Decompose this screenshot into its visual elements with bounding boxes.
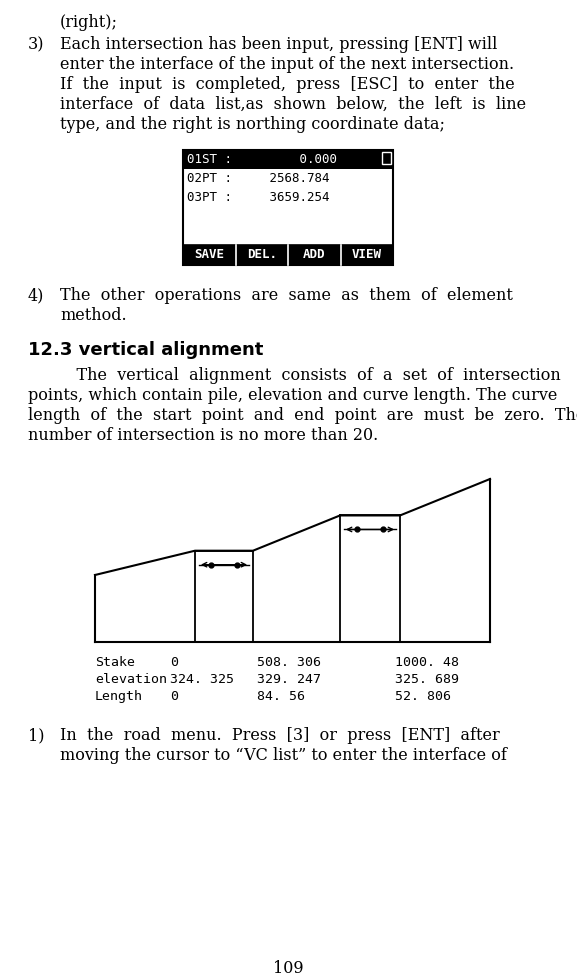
- Text: Stake: Stake: [95, 656, 135, 669]
- Text: Length: Length: [95, 690, 143, 703]
- Text: 3): 3): [28, 36, 44, 53]
- Text: 324. 325: 324. 325: [170, 673, 234, 686]
- Text: 508. 306: 508. 306: [257, 656, 321, 669]
- Text: 01ST :         0.000: 01ST : 0.000: [187, 153, 337, 166]
- Text: The  other  operations  are  same  as  them  of  element: The other operations are same as them of…: [60, 287, 513, 304]
- Text: points, which contain pile, elevation and curve length. The curve: points, which contain pile, elevation an…: [28, 387, 557, 404]
- Text: DEL.: DEL.: [247, 248, 277, 262]
- Text: 1): 1): [28, 727, 44, 744]
- Text: ADD: ADD: [303, 248, 325, 262]
- Text: elevation: elevation: [95, 673, 167, 686]
- Text: VIEW: VIEW: [352, 248, 382, 262]
- Text: 0: 0: [170, 690, 178, 703]
- Text: 109: 109: [273, 960, 304, 977]
- Text: number of intersection is no more than 20.: number of intersection is no more than 2…: [28, 427, 379, 444]
- Text: If  the  input  is  completed,  press  [ESC]  to  enter  the: If the input is completed, press [ESC] t…: [60, 76, 515, 93]
- Text: (right);: (right);: [60, 14, 118, 31]
- Bar: [183, 150, 393, 265]
- Text: 02PT :     2568.784: 02PT : 2568.784: [187, 172, 329, 185]
- Text: 0: 0: [170, 656, 178, 669]
- Text: In  the  road  menu.  Press  [3]  or  press  [ENT]  after: In the road menu. Press [3] or press [EN…: [60, 727, 500, 744]
- Text: 84. 56: 84. 56: [257, 690, 305, 703]
- Text: length  of  the  start  point  and  end  point  are  must  be  zero.  The: length of the start point and end point …: [28, 407, 577, 424]
- Text: 1000. 48: 1000. 48: [395, 656, 459, 669]
- Text: interface  of  data  list,as  shown  below,  the  left  is  line: interface of data list,as shown below, t…: [60, 96, 526, 113]
- Text: The  vertical  alignment  consists  of  a  set  of  intersection: The vertical alignment consists of a set…: [56, 367, 561, 384]
- Text: 03PT :     3659.254: 03PT : 3659.254: [187, 191, 329, 204]
- Text: enter the interface of the input of the next intersection.: enter the interface of the input of the …: [60, 56, 514, 73]
- Text: method.: method.: [60, 307, 126, 324]
- Text: 4): 4): [28, 287, 44, 304]
- Bar: [235, 245, 288, 265]
- Bar: [288, 245, 340, 265]
- Text: 12.3 vertical alignment: 12.3 vertical alignment: [28, 341, 263, 359]
- Bar: [340, 245, 393, 265]
- Bar: [382, 152, 391, 164]
- Text: moving the cursor to “VC list” to enter the interface of: moving the cursor to “VC list” to enter …: [60, 747, 507, 764]
- Text: type, and the right is northing coordinate data;: type, and the right is northing coordina…: [60, 116, 445, 133]
- Text: 325. 689: 325. 689: [395, 673, 459, 686]
- Text: 52. 806: 52. 806: [395, 690, 451, 703]
- Bar: [183, 150, 393, 169]
- Text: Each intersection has been input, pressing [ENT] will: Each intersection has been input, pressi…: [60, 36, 497, 53]
- Text: SAVE: SAVE: [194, 248, 224, 262]
- Text: 329. 247: 329. 247: [257, 673, 321, 686]
- Bar: [183, 245, 235, 265]
